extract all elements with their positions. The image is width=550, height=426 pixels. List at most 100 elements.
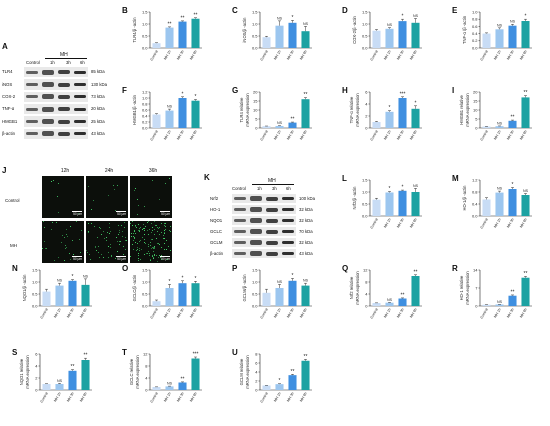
fluorescence-spot	[106, 237, 108, 238]
bar-mh-3h	[178, 283, 187, 306]
blot-a-band	[74, 120, 86, 123]
blot-a-size-label: 43 kDa	[91, 130, 105, 136]
fluorescence-spot	[72, 253, 74, 255]
bar-chart-d: D 0.0 0.5 1.0 1.5 COX-2/β -actin Control NS MH 1…	[340, 4, 436, 82]
fluorescence-spot	[53, 180, 55, 182]
fluorescence-spot	[143, 234, 145, 235]
y-tick-label: 0.0	[472, 45, 478, 50]
fluorescence-spot	[134, 226, 136, 228]
bar-control	[262, 385, 271, 390]
blot-a-band	[42, 94, 54, 100]
y-tick-label: 5	[255, 116, 258, 121]
fluorescence-spot	[43, 227, 45, 228]
fluorescence-spot	[124, 237, 126, 239]
bar-mh-6h	[411, 192, 420, 216]
x-tick-label: MH 6h	[189, 308, 198, 319]
blot-k-band	[266, 251, 278, 256]
fluorescence-spot	[151, 254, 153, 256]
blot-k-band	[282, 252, 294, 255]
bar-control	[262, 37, 271, 48]
y-tick-label: 0.8	[142, 101, 148, 106]
fluorescence-spot	[139, 227, 141, 229]
blot-k-col-6h: 6h	[286, 186, 291, 191]
y-tick-label: 0.5	[362, 33, 368, 38]
blot-a-band	[58, 94, 70, 99]
y-axis-label: iNOS/β -actin	[242, 17, 247, 43]
fluorescence-spot	[139, 227, 141, 228]
fluorescence-spot	[144, 205, 146, 207]
fluorescence-spot	[162, 237, 164, 239]
y-tick-label: 4	[365, 101, 368, 106]
fluorescence-spot	[155, 224, 157, 226]
significance-label: *	[195, 276, 197, 282]
y-tick-label: 0.5	[362, 201, 368, 206]
x-tick-label: Control	[480, 129, 489, 141]
fluorescence-spot	[132, 232, 134, 234]
y-tick-label: 1.2	[472, 177, 478, 182]
blot-k-band	[234, 197, 246, 200]
significance-label: **	[291, 117, 295, 123]
x-tick-label: MH 1h	[273, 130, 282, 141]
fluorescence-spot	[57, 212, 59, 214]
fluorescence-spot	[79, 252, 81, 254]
x-tick-label: Control	[260, 307, 269, 319]
y-tick-label: 2	[255, 378, 258, 383]
bar-control	[152, 43, 161, 48]
fluorescence-spot	[149, 228, 151, 230]
y-tick-label: 14	[473, 267, 478, 272]
fluorescence-spot	[95, 245, 97, 247]
significance-label: NS	[167, 382, 173, 386]
significance-label: **	[511, 115, 515, 121]
y-tick-label: 1.0	[142, 279, 148, 284]
fluorescence-spot	[116, 241, 118, 242]
y-tick-label: 20	[253, 89, 258, 94]
fluorescence-spot	[45, 247, 47, 249]
x-tick-label: MH 1h	[273, 392, 282, 403]
bar-mh-3h	[178, 98, 187, 128]
y-tick-label: 0.0	[32, 303, 38, 308]
significance-label: ***	[400, 91, 406, 97]
fluorescence-spot	[164, 228, 166, 230]
western-blot-k: MH Control 1h 3h 6h Nrf2 100 kDa HO-1 32 kD…	[204, 178, 326, 264]
significance-label: NS	[303, 22, 309, 26]
y-tick-label: 6	[365, 89, 368, 94]
fluorescence-spot	[116, 250, 118, 252]
chart-svg: 0 2 4 6 TNF-α relative mRNA expression Control…	[349, 89, 422, 142]
blot-k-band	[282, 241, 294, 244]
mic-row-control: Control	[5, 198, 20, 203]
x-tick-label: MH 6h	[189, 50, 198, 61]
fluorescence-spot	[139, 229, 141, 231]
y-tick-label: 0.5	[142, 291, 148, 296]
fluorescence-spot	[153, 221, 155, 223]
x-tick-label: MH 3h	[286, 50, 295, 61]
panel-label-k: K	[204, 173, 210, 182]
y-tick-label: 1.0	[472, 9, 478, 14]
x-tick-label: MH 6h	[409, 308, 418, 319]
fluorescence-spot	[132, 221, 134, 223]
x-tick-label: MH 3h	[66, 392, 75, 403]
fluorescence-spot	[163, 233, 165, 234]
fluorescence-spot	[50, 229, 52, 230]
x-tick-label: MH 6h	[519, 218, 528, 229]
microscopy-j: 12h 24h 36h Control MH 50 μm 50 μm 50 μm…	[0, 166, 200, 274]
fluorescence-spot	[104, 238, 106, 240]
fluorescence-spot	[119, 241, 121, 243]
fluorescence-spot	[163, 225, 165, 227]
significance-label: NS	[523, 189, 529, 193]
fluorescence-spot	[101, 254, 103, 256]
blot-k-band	[282, 230, 294, 233]
y-axis-label: mRNA expression	[245, 355, 250, 389]
blot-a-band	[58, 70, 70, 75]
y-axis-label: TLR4/β -actin	[132, 17, 137, 43]
bar-mh-1h	[165, 288, 174, 306]
blot-a-band	[26, 83, 38, 86]
blot-k-band	[266, 207, 278, 212]
y-tick-label: 1.0	[142, 95, 148, 100]
fluorescence-spot	[150, 241, 152, 243]
blot-k-strip-5	[232, 249, 296, 258]
blot-a-strip-3	[24, 104, 88, 115]
blot-a-strip-0	[24, 67, 88, 78]
fluorescence-spot	[152, 247, 153, 249]
bar-mh-6h	[301, 31, 310, 48]
bar-control	[372, 122, 381, 128]
